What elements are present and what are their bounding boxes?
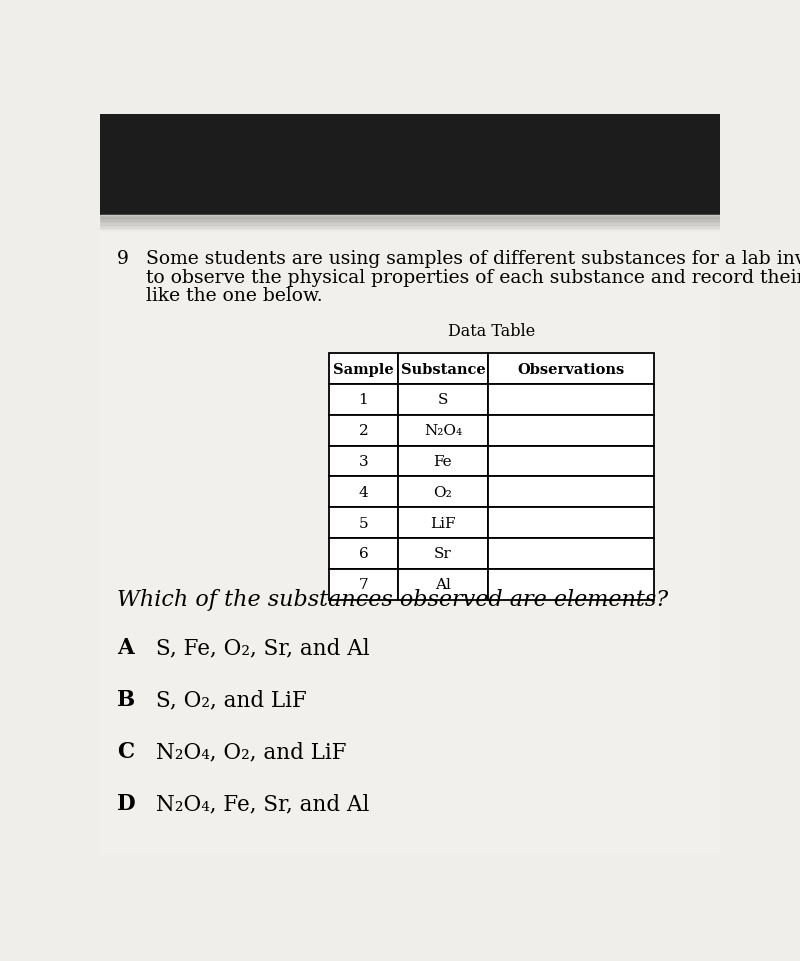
Text: Sample: Sample — [333, 362, 394, 376]
Bar — [100, 217, 720, 218]
Bar — [100, 219, 720, 221]
Bar — [100, 215, 720, 855]
Bar — [100, 229, 720, 230]
Text: Substance: Substance — [401, 362, 486, 376]
Bar — [100, 226, 720, 228]
Text: N₂O₄: N₂O₄ — [424, 424, 462, 437]
Text: S: S — [438, 393, 448, 407]
Text: 5: 5 — [358, 516, 368, 530]
Text: O₂: O₂ — [434, 485, 452, 499]
Bar — [329, 415, 398, 446]
Text: N₂O₄, O₂, and LiF: N₂O₄, O₂, and LiF — [156, 741, 346, 763]
Bar — [329, 569, 398, 600]
Bar — [100, 229, 720, 231]
Bar — [100, 228, 720, 229]
Bar — [329, 477, 398, 507]
Text: like the one below.: like the one below. — [146, 286, 323, 305]
Text: 3: 3 — [358, 455, 368, 468]
Bar — [100, 221, 720, 222]
Text: B: B — [117, 688, 135, 710]
Bar — [100, 220, 720, 221]
Text: D: D — [117, 792, 136, 814]
Bar — [329, 507, 398, 538]
Text: 6: 6 — [358, 547, 368, 561]
Text: Sr: Sr — [434, 547, 452, 561]
Bar — [398, 477, 487, 507]
Bar — [100, 225, 720, 226]
Bar — [329, 538, 398, 569]
Bar — [487, 384, 654, 415]
Text: 2: 2 — [358, 424, 368, 437]
Bar — [398, 569, 487, 600]
Bar — [398, 384, 487, 415]
Bar — [398, 507, 487, 538]
Text: 9: 9 — [117, 250, 129, 268]
Bar — [398, 446, 487, 477]
Bar — [487, 569, 654, 600]
Text: Some students are using samples of different substances for a lab investigation.: Some students are using samples of diffe… — [146, 250, 800, 268]
Bar — [100, 230, 720, 232]
Bar — [100, 225, 720, 227]
Bar — [100, 218, 720, 220]
Text: 1: 1 — [358, 393, 368, 407]
Bar — [487, 477, 654, 507]
Bar — [487, 415, 654, 446]
Bar — [329, 446, 398, 477]
Bar — [100, 115, 720, 227]
Text: to observe the physical properties of each substance and record their observatio: to observe the physical properties of ea… — [146, 268, 800, 286]
Bar — [487, 538, 654, 569]
Text: Data Table: Data Table — [448, 323, 535, 340]
Text: 7: 7 — [358, 578, 368, 592]
Bar — [100, 222, 720, 224]
Bar — [100, 215, 720, 217]
Bar — [100, 217, 720, 219]
Bar — [398, 538, 487, 569]
Bar — [329, 354, 398, 384]
Bar — [487, 446, 654, 477]
Bar — [398, 415, 487, 446]
Bar — [100, 224, 720, 225]
Bar — [487, 354, 654, 384]
Bar — [100, 227, 720, 229]
Bar — [100, 216, 720, 217]
Text: 4: 4 — [358, 485, 368, 499]
Bar — [487, 507, 654, 538]
Text: Al: Al — [435, 578, 451, 592]
Text: S, Fe, O₂, Sr, and Al: S, Fe, O₂, Sr, and Al — [156, 637, 370, 659]
Text: A: A — [117, 637, 134, 659]
Text: C: C — [117, 741, 134, 763]
Bar — [100, 223, 720, 225]
Text: N₂O₄, Fe, Sr, and Al: N₂O₄, Fe, Sr, and Al — [156, 792, 369, 814]
Bar — [100, 221, 720, 223]
Text: LiF: LiF — [430, 516, 456, 530]
Bar — [329, 384, 398, 415]
Text: Observations: Observations — [517, 362, 625, 376]
Bar — [398, 354, 487, 384]
Text: S, O₂, and LiF: S, O₂, and LiF — [156, 688, 306, 710]
Text: Which of the substances observed are elements?: Which of the substances observed are ele… — [117, 588, 668, 610]
Text: Fe: Fe — [434, 455, 452, 468]
